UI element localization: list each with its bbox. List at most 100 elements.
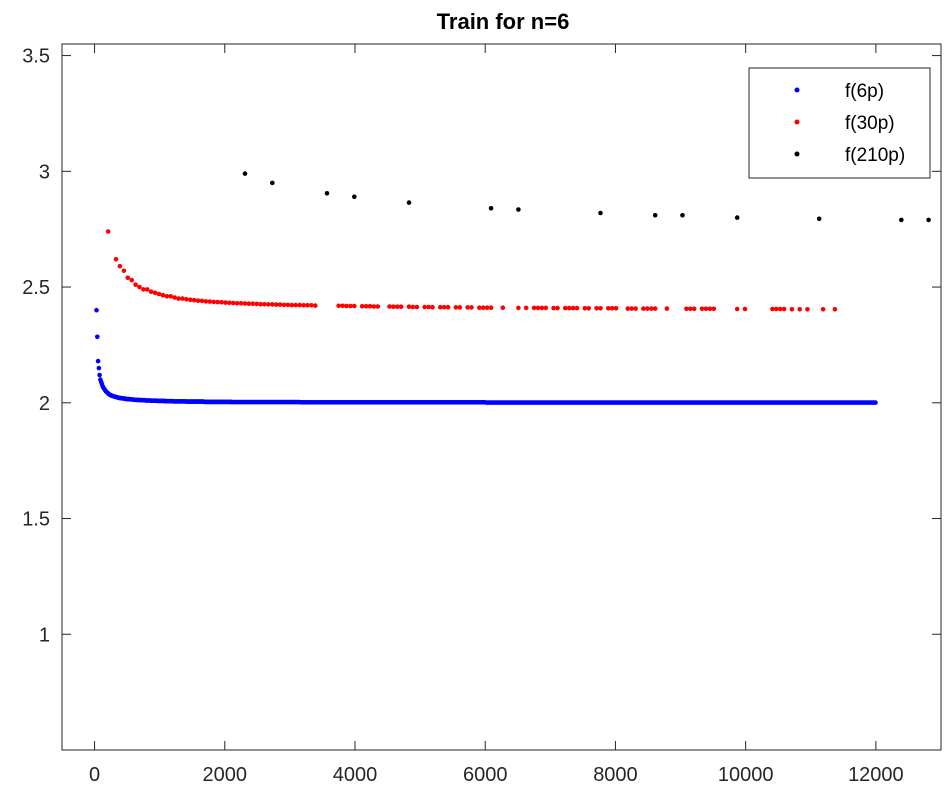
data-point bbox=[105, 229, 111, 234]
data-point bbox=[465, 305, 470, 310]
data-point bbox=[352, 303, 357, 309]
data-point bbox=[652, 213, 658, 218]
data-point bbox=[641, 306, 646, 311]
data-point bbox=[438, 304, 443, 310]
data-point bbox=[703, 306, 709, 312]
data-point bbox=[234, 301, 240, 306]
data-point bbox=[262, 301, 267, 307]
data-point bbox=[477, 305, 482, 311]
data-point bbox=[625, 306, 631, 311]
data-point bbox=[633, 306, 638, 311]
data-point bbox=[664, 306, 670, 311]
legend-marker bbox=[794, 87, 800, 93]
data-point bbox=[500, 305, 506, 311]
data-point bbox=[215, 299, 220, 305]
legend-label: f(6p) bbox=[845, 81, 884, 102]
y-tick-label: 3 bbox=[39, 161, 50, 183]
data-point bbox=[899, 217, 904, 223]
data-point bbox=[805, 307, 810, 312]
data-point bbox=[543, 305, 549, 311]
data-point bbox=[156, 291, 162, 297]
data-point bbox=[488, 305, 494, 311]
data-point bbox=[574, 305, 580, 311]
data-point bbox=[441, 304, 447, 310]
data-point bbox=[254, 301, 259, 307]
data-point bbox=[145, 287, 150, 292]
data-point bbox=[195, 298, 201, 304]
data-point bbox=[406, 200, 412, 205]
data-point bbox=[395, 304, 400, 310]
data-point bbox=[363, 304, 369, 309]
chart-title: Train for n=6 bbox=[437, 9, 570, 34]
y-tick-label: 1 bbox=[39, 624, 50, 646]
data-point bbox=[457, 305, 463, 310]
legend-label: f(210p) bbox=[845, 145, 905, 166]
data-point bbox=[246, 301, 252, 307]
data-point bbox=[258, 301, 263, 307]
x-tick-label: 8000 bbox=[593, 764, 638, 786]
data-point bbox=[523, 305, 529, 311]
data-point bbox=[95, 334, 100, 340]
data-point bbox=[563, 305, 568, 311]
legend-box bbox=[748, 67, 931, 179]
data-point bbox=[340, 303, 345, 309]
data-point bbox=[242, 171, 248, 176]
data-point bbox=[96, 365, 102, 371]
data-point bbox=[873, 400, 878, 405]
x-axis: 0 2000 4000 6000 8000 10000 12000 bbox=[89, 44, 904, 786]
data-point bbox=[469, 305, 474, 310]
legend-label: f(30p) bbox=[845, 113, 895, 134]
data-point bbox=[117, 263, 123, 269]
series-0-points bbox=[94, 307, 878, 405]
data-point bbox=[774, 306, 779, 312]
data-point bbox=[551, 305, 556, 311]
data-point bbox=[555, 305, 560, 311]
data-point bbox=[777, 306, 783, 312]
data-point bbox=[336, 303, 342, 309]
x-tick-label: 6000 bbox=[463, 764, 508, 786]
data-point bbox=[313, 303, 318, 308]
data-point bbox=[160, 292, 166, 298]
data-point bbox=[148, 289, 154, 295]
data-point bbox=[270, 302, 275, 307]
data-point bbox=[734, 215, 740, 220]
data-point bbox=[230, 300, 236, 306]
data-point bbox=[430, 304, 435, 310]
data-point bbox=[387, 304, 392, 309]
data-point bbox=[570, 305, 576, 311]
series-2-points bbox=[242, 171, 931, 223]
data-point bbox=[445, 304, 451, 310]
data-point bbox=[371, 304, 377, 309]
data-point bbox=[348, 303, 353, 309]
data-point bbox=[586, 306, 591, 311]
data-point bbox=[820, 307, 826, 312]
data-point bbox=[141, 287, 146, 292]
data-point bbox=[613, 306, 619, 311]
data-point bbox=[742, 306, 748, 312]
data-point bbox=[684, 306, 689, 312]
data-point bbox=[375, 304, 381, 309]
data-point bbox=[582, 306, 588, 311]
data-point bbox=[219, 300, 224, 305]
data-point bbox=[770, 306, 775, 312]
legend-marker bbox=[794, 119, 800, 125]
data-point bbox=[566, 305, 572, 311]
y-tick-label: 3.5 bbox=[22, 46, 50, 68]
data-point bbox=[539, 305, 545, 311]
data-point bbox=[293, 302, 299, 308]
data-point bbox=[97, 372, 102, 378]
x-tick-label: 12000 bbox=[848, 764, 904, 786]
data-point bbox=[121, 268, 127, 274]
data-point bbox=[250, 301, 256, 307]
data-point bbox=[125, 275, 131, 281]
data-point bbox=[398, 304, 404, 310]
data-point bbox=[305, 303, 310, 308]
plot-frame bbox=[61, 43, 942, 751]
data-point bbox=[168, 294, 173, 299]
data-point bbox=[516, 305, 521, 311]
data-point bbox=[359, 304, 365, 309]
x-tick-label: 0 bbox=[89, 764, 100, 786]
data-point bbox=[598, 210, 603, 216]
data-point bbox=[609, 306, 615, 311]
